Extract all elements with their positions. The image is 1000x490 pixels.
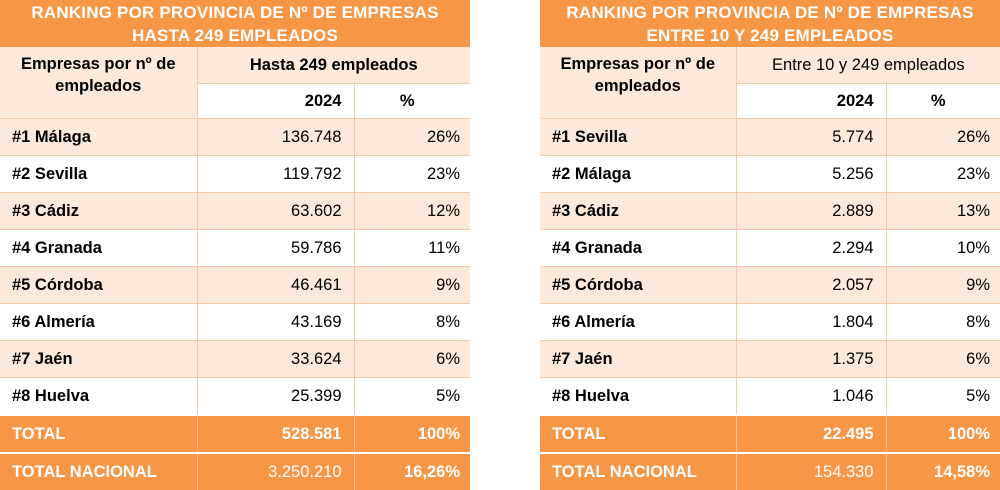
title-line-2: ENTRE 10 Y 249 EMPLEADOS	[646, 25, 894, 45]
column-header-pct: %	[354, 83, 471, 119]
percentage: 5%	[354, 377, 471, 415]
table-row: #1 Málaga 136.748 26%	[0, 118, 471, 156]
company-count: 25.399	[197, 377, 355, 415]
column-group-label: Hasta 249 empleados	[197, 47, 471, 84]
province-name: #5 Córdoba	[0, 266, 198, 304]
company-count: 2.889	[736, 192, 887, 230]
province-name: #2 Málaga	[540, 155, 737, 193]
province-name: #6 Almería	[540, 303, 737, 341]
total-nacional-pct: 16,26%	[354, 452, 471, 490]
ranking-table-hasta-249: RANKING POR PROVINCIA DE Nº DE EMPRESAS …	[0, 0, 471, 490]
province-name: #5 Córdoba	[540, 266, 737, 304]
table-row: #5 Córdoba 46.461 9%	[0, 266, 471, 304]
total-nacional-value: 154.330	[736, 452, 887, 490]
company-count: 136.748	[197, 118, 355, 156]
table-title: RANKING POR PROVINCIA DE Nº DE EMPRESAS …	[0, 0, 471, 47]
ranking-table: RANKING POR PROVINCIA DE Nº DE EMPRESAS …	[0, 0, 471, 490]
total-pct: 100%	[354, 414, 471, 453]
column-label-empresas: Empresas por nº de empleados	[540, 47, 737, 119]
table-row: #3 Cádiz 63.602 12%	[0, 192, 471, 230]
table-title: RANKING POR PROVINCIA DE Nº DE EMPRESAS …	[540, 0, 1000, 47]
company-count: 1.804	[736, 303, 887, 341]
title-line-1: RANKING POR PROVINCIA DE Nº DE EMPRESAS	[566, 2, 974, 22]
total-nacional-label: TOTAL NACIONAL	[0, 452, 198, 490]
company-count: 2.057	[736, 266, 887, 304]
province-name: #7 Jaén	[540, 340, 737, 378]
company-count: 119.792	[197, 155, 355, 193]
percentage: 9%	[886, 266, 1000, 304]
percentage: 6%	[354, 340, 471, 378]
total-nacional-row: TOTAL NACIONAL 154.330 14,58%	[540, 452, 1000, 490]
company-count: 5.256	[736, 155, 887, 193]
province-name: #1 Málaga	[0, 118, 198, 156]
table-row: #4 Granada 59.786 11%	[0, 229, 471, 267]
total-nacional-pct: 14,58%	[886, 452, 1000, 490]
table-row: #8 Huelva 1.046 5%	[540, 377, 1000, 415]
column-header-pct: %	[886, 83, 1000, 119]
total-nacional-row: TOTAL NACIONAL 3.250.210 16,26%	[0, 452, 471, 490]
table-row: #7 Jaén 33.624 6%	[0, 340, 471, 378]
total-pct: 100%	[886, 414, 1000, 453]
table-row: #3 Cádiz 2.889 13%	[540, 192, 1000, 230]
percentage: 26%	[354, 118, 471, 156]
table-row: #1 Sevilla 5.774 26%	[540, 118, 1000, 156]
column-header-year: 2024	[197, 83, 355, 119]
total-value: 528.581	[197, 414, 355, 453]
percentage: 11%	[354, 229, 471, 267]
company-count: 2.294	[736, 229, 887, 267]
column-group-label: Entre 10 y 249 empleados	[736, 47, 1000, 84]
total-nacional-label: TOTAL NACIONAL	[540, 452, 737, 490]
percentage: 9%	[354, 266, 471, 304]
total-label: TOTAL	[540, 414, 737, 453]
table-row: #2 Málaga 5.256 23%	[540, 155, 1000, 193]
table-row: #7 Jaén 1.375 6%	[540, 340, 1000, 378]
company-count: 1.046	[736, 377, 887, 415]
ranking-table: RANKING POR PROVINCIA DE Nº DE EMPRESAS …	[540, 0, 1000, 490]
table-row: #8 Huelva 25.399 5%	[0, 377, 471, 415]
percentage: 12%	[354, 192, 471, 230]
percentage: 13%	[886, 192, 1000, 230]
column-header-year: 2024	[736, 83, 887, 119]
title-line-1: RANKING POR PROVINCIA DE Nº DE EMPRESAS	[31, 2, 439, 22]
province-name: #4 Granada	[0, 229, 198, 267]
company-count: 43.169	[197, 303, 355, 341]
percentage: 26%	[886, 118, 1000, 156]
company-count: 46.461	[197, 266, 355, 304]
company-count: 1.375	[736, 340, 887, 378]
total-row: TOTAL 22.495 100%	[540, 414, 1000, 453]
total-value: 22.495	[736, 414, 887, 453]
total-label: TOTAL	[0, 414, 198, 453]
company-count: 63.602	[197, 192, 355, 230]
company-count: 33.624	[197, 340, 355, 378]
total-nacional-value: 3.250.210	[197, 452, 355, 490]
province-name: #3 Cádiz	[0, 192, 198, 230]
percentage: 5%	[886, 377, 1000, 415]
title-line-2: HASTA 249 EMPLEADOS	[132, 25, 338, 45]
table-row: #4 Granada 2.294 10%	[540, 229, 1000, 267]
table-row: #6 Almería 1.804 8%	[540, 303, 1000, 341]
province-name: #4 Granada	[540, 229, 737, 267]
percentage: 23%	[886, 155, 1000, 193]
table-row: #6 Almería 43.169 8%	[0, 303, 471, 341]
company-count: 5.774	[736, 118, 887, 156]
table-row: #5 Córdoba 2.057 9%	[540, 266, 1000, 304]
ranking-table-entre-10-249: RANKING POR PROVINCIA DE Nº DE EMPRESAS …	[540, 0, 1000, 490]
province-name: #6 Almería	[0, 303, 198, 341]
province-name: #3 Cádiz	[540, 192, 737, 230]
column-label-empresas: Empresas por nº de empleados	[0, 47, 198, 119]
percentage: 23%	[354, 155, 471, 193]
province-name: #7 Jaén	[0, 340, 198, 378]
province-name: #8 Huelva	[540, 377, 737, 415]
province-name: #2 Sevilla	[0, 155, 198, 193]
province-name: #8 Huelva	[0, 377, 198, 415]
total-row: TOTAL 528.581 100%	[0, 414, 471, 453]
province-name: #1 Sevilla	[540, 118, 737, 156]
percentage: 8%	[354, 303, 471, 341]
percentage: 8%	[886, 303, 1000, 341]
percentage: 6%	[886, 340, 1000, 378]
company-count: 59.786	[197, 229, 355, 267]
table-row: #2 Sevilla 119.792 23%	[0, 155, 471, 193]
percentage: 10%	[886, 229, 1000, 267]
